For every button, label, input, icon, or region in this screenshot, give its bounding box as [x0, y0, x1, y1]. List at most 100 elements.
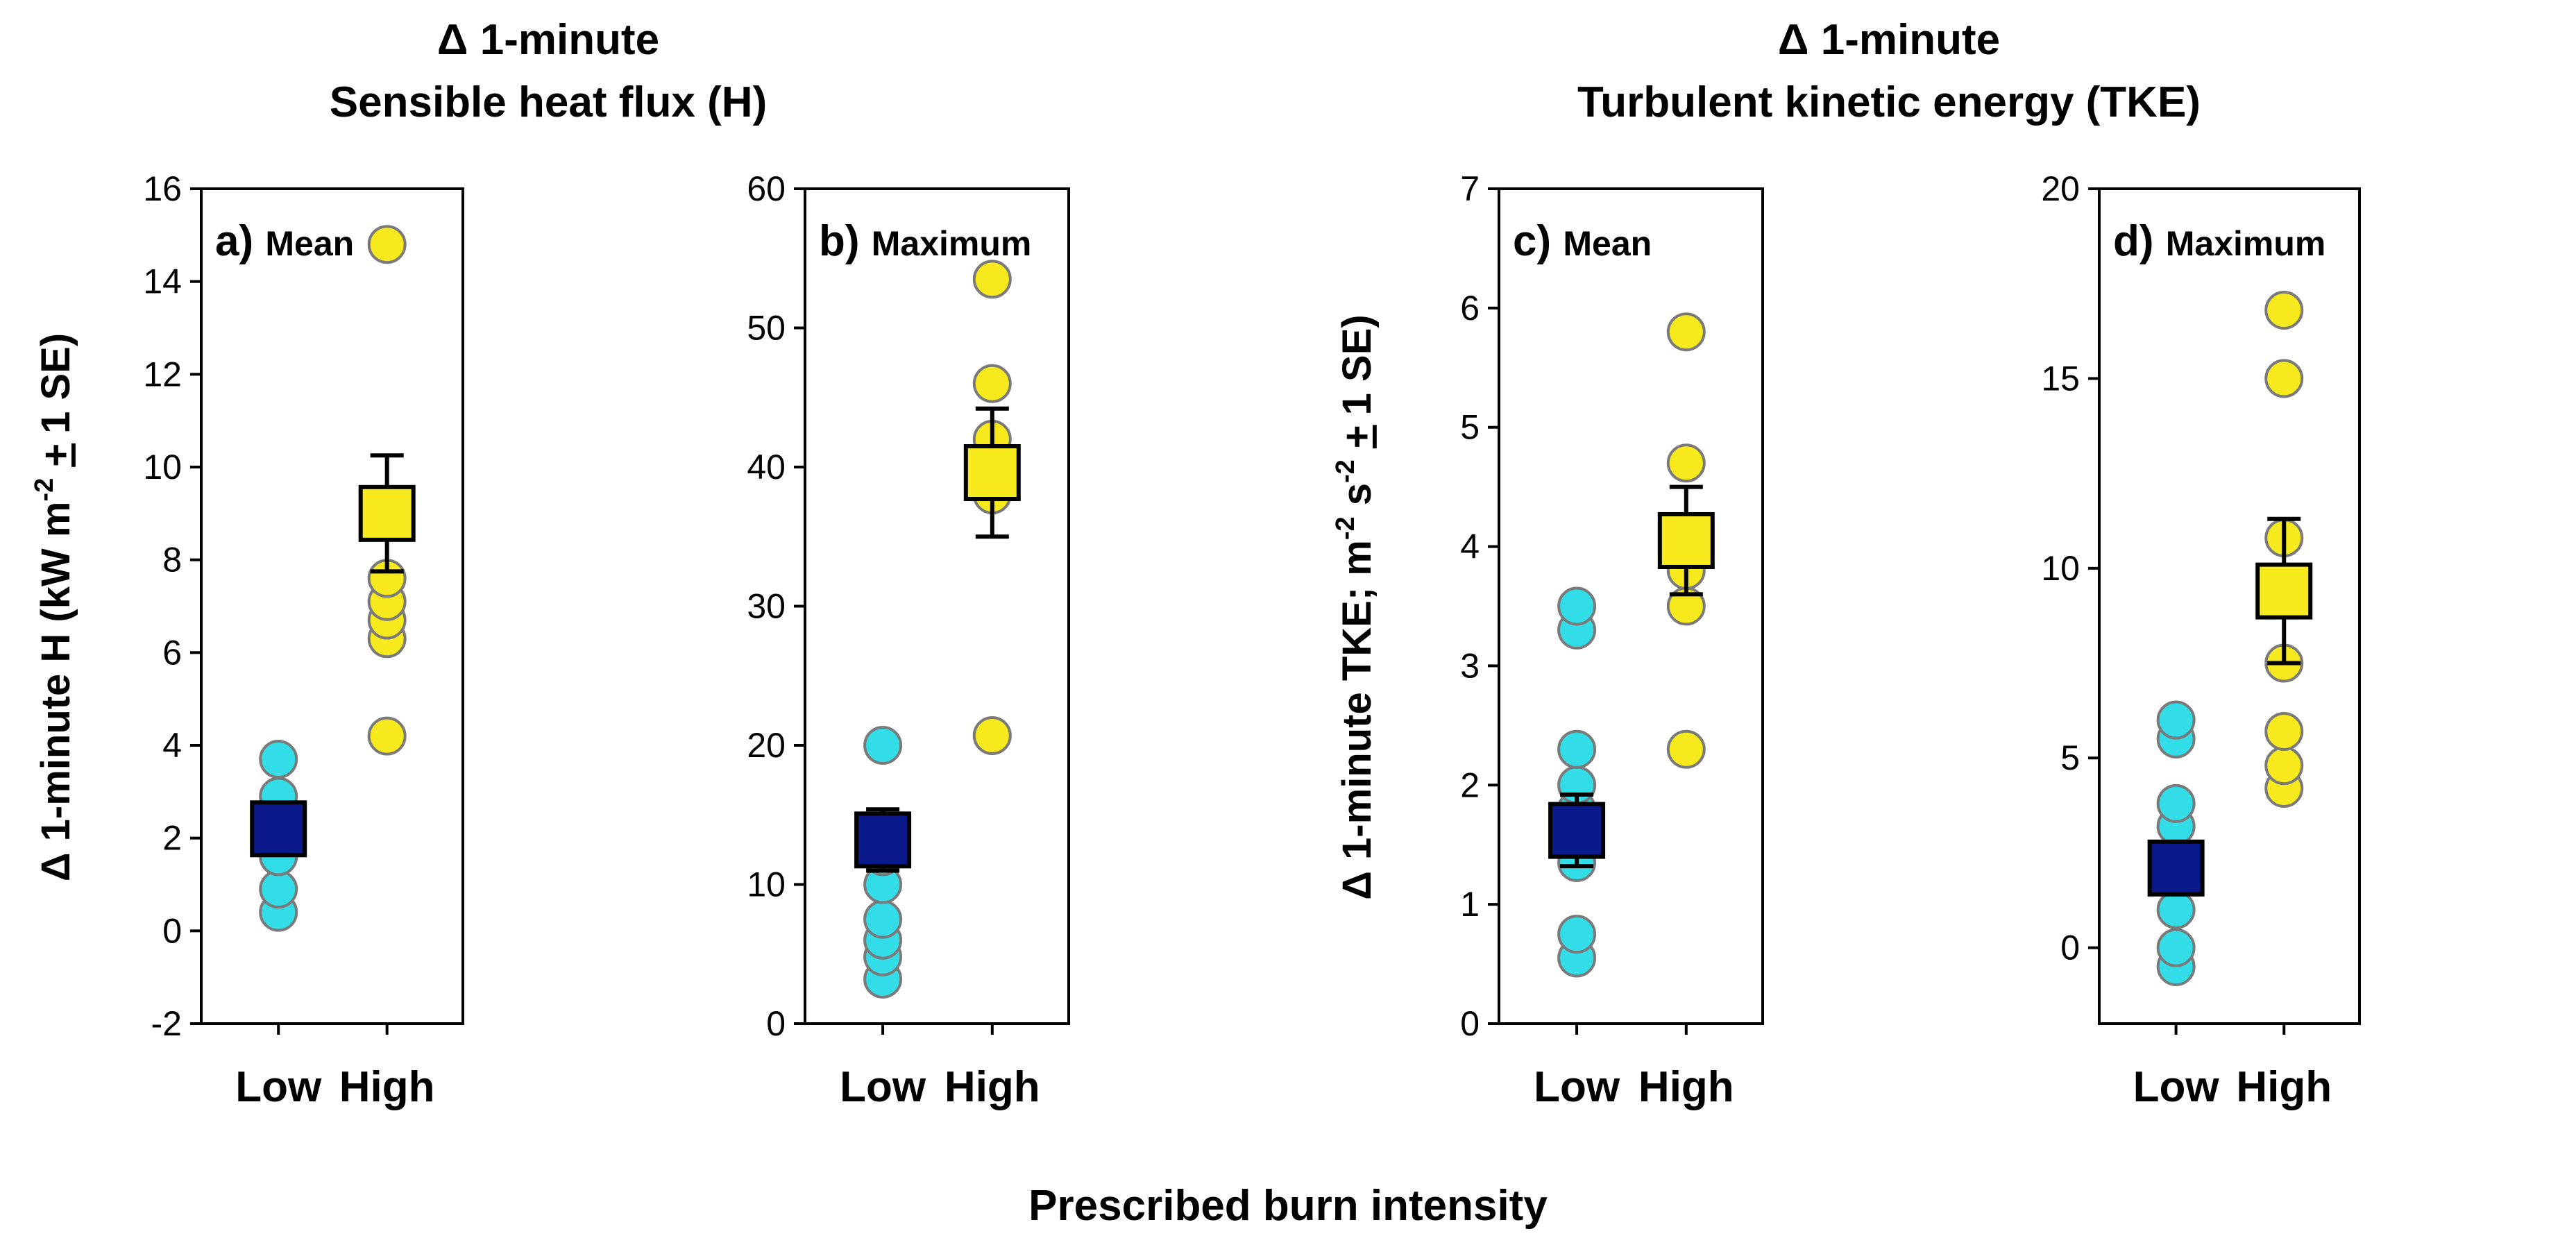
y-tick-label: 0: [162, 911, 182, 950]
y-tick-label: 60: [747, 169, 786, 208]
plot-frame: [804, 187, 1070, 1025]
high-point: [367, 225, 407, 264]
high-point: [972, 715, 1012, 755]
y-label-right-mid: s: [1334, 483, 1380, 516]
low-point: [259, 740, 298, 779]
x-category-label: High: [2236, 1063, 2332, 1111]
panel-stat: Mean: [1563, 224, 1652, 263]
low-point: [2156, 928, 2196, 967]
high-point: [2264, 711, 2304, 751]
high-point: [2264, 746, 2304, 786]
y-tick-label: 14: [143, 262, 182, 301]
low-point: [2156, 700, 2196, 740]
high-point: [1666, 443, 1706, 483]
y-tick-label: 7: [1460, 169, 1480, 208]
y-tick-label: 20: [2041, 169, 2080, 208]
y-tick-label: 6: [1460, 289, 1480, 328]
plot-frame: [2098, 187, 2361, 1025]
low-mean-marker: [1548, 802, 1606, 859]
x-category-label: High: [944, 1063, 1040, 1111]
y-tick-label: 6: [162, 633, 182, 672]
low-point: [1557, 586, 1597, 626]
y-label-left-pm: +: [33, 443, 78, 467]
y-label-right-suffix: 1 SE): [1334, 314, 1380, 415]
high-point: [2264, 359, 2304, 398]
title-right-line1: Δ 1-minute: [1778, 16, 2000, 64]
high-point: [1666, 729, 1706, 769]
y-tick-label: 4: [162, 726, 182, 765]
y-tick-label: 0: [766, 1004, 786, 1043]
y-tick-label: 0: [1460, 1004, 1480, 1043]
y-tick-label: 10: [2041, 549, 2080, 588]
low-point: [863, 899, 903, 939]
y-tick-label: 40: [747, 448, 786, 486]
y-tick-label: 5: [2060, 738, 2080, 777]
x-category-label: Low: [840, 1063, 926, 1111]
y-tick-label: 8: [162, 541, 182, 579]
panel-letter: a): [215, 217, 265, 265]
high-mean-marker: [358, 484, 416, 542]
low-point: [2156, 890, 2196, 929]
y-tick-label: 5: [1460, 408, 1480, 447]
low-mean-marker: [854, 811, 912, 869]
y-tick-label: 0: [2060, 929, 2080, 967]
panel-d: 0 5 10 15 20 Low High d) Maximum: [2041, 169, 2361, 1111]
high-mean-marker: [1657, 511, 1715, 569]
high-point: [1666, 312, 1706, 352]
y-tick-label: 30: [747, 587, 786, 626]
y-label-left-exp: -2: [30, 478, 59, 502]
panel-c: 0 1 2 3 4 5 6 7 Low High c) Mean: [1460, 169, 1764, 1111]
y-tick-label: 1: [1460, 885, 1480, 924]
high-point: [972, 364, 1012, 403]
low-point: [2156, 784, 2196, 823]
panel-stat: Maximum: [2166, 224, 2326, 263]
plot-frame: [200, 187, 464, 1025]
y-label-right-pm: +: [1334, 425, 1380, 448]
panel-label: c) Mean: [1513, 217, 1652, 265]
panel-label: b) Maximum: [819, 217, 1031, 265]
panel-stat: Mean: [265, 224, 354, 263]
low-mean-marker: [2147, 839, 2205, 897]
y-axis-label-right: Δ 1-minute TKE; m-2 s-2+1 SE): [1331, 314, 1380, 900]
low-point: [1557, 729, 1597, 769]
y-label-left-suffix: 1 SE): [33, 333, 78, 434]
high-mean-marker: [963, 444, 1021, 502]
y-label-right-exp2: -2: [1331, 459, 1360, 483]
title-left-line1: Δ 1-minute: [437, 16, 659, 64]
y-label-right-exp1: -2: [1331, 516, 1360, 540]
y-axis-label-left: Δ 1-minute H (kW m-2 +1 SE): [30, 333, 78, 881]
low-mean-marker: [250, 800, 307, 858]
high-point: [972, 260, 1012, 299]
high-point: [367, 716, 407, 756]
y-tick-label: 20: [747, 726, 786, 765]
panel-label: d) Maximum: [2113, 217, 2325, 265]
y-tick-label: 12: [143, 355, 182, 393]
y-label-right-prefix: Δ 1-minute TKE; m: [1334, 540, 1380, 900]
panel-label: a) Mean: [215, 217, 354, 265]
y-tick-label: 2: [1460, 765, 1480, 804]
y-tick-label: 4: [1460, 527, 1480, 566]
panel-stat: Maximum: [872, 224, 1032, 263]
panel-letter: c): [1513, 217, 1563, 265]
low-point: [1557, 915, 1597, 954]
y-tick-label: 10: [747, 865, 786, 904]
panel-a: -2 0 2 4 6 8 10 12 14 16 Low High a) Mean: [143, 169, 464, 1111]
y-tick-label: 10: [143, 448, 182, 486]
x-axis-label: Prescribed burn intensity: [1028, 1182, 1548, 1230]
low-point: [259, 870, 298, 909]
y-label-left-prefix: Δ 1-minute H (kW m: [33, 502, 78, 882]
x-category-label: Low: [1534, 1063, 1620, 1111]
y-tick-label: 16: [143, 169, 182, 208]
x-category-label: High: [339, 1063, 435, 1111]
panel-letter: d): [2113, 217, 2166, 265]
x-category-label: Low: [2133, 1063, 2220, 1111]
y-tick-label: -2: [151, 1004, 182, 1043]
y-tick-label: 15: [2041, 359, 2080, 398]
x-category-label: Low: [235, 1063, 322, 1111]
high-mean-marker: [2255, 562, 2313, 620]
panel-letter: b): [819, 217, 872, 265]
title-right-line2: Turbulent kinetic energy (TKE): [1577, 78, 2201, 126]
panel-b: 0 10 20 30 40 50 60 Low High b) Maximum: [747, 169, 1070, 1111]
